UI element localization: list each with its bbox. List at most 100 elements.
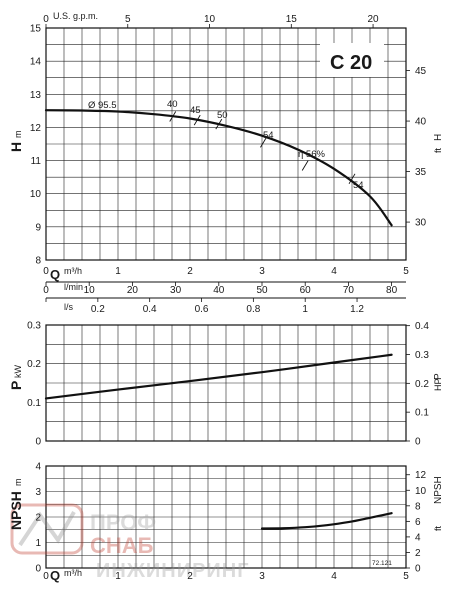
npsh-chart: ПРОФ СНАБ ИНЖИНИРИНГ NPSH m NPSH ft Q m³… [8, 462, 444, 584]
power-curve-line [44, 353, 393, 400]
watermark-line-3: ИНЖИНИРИНГ [96, 560, 250, 582]
top-axis-label: U.S. g.p.m. [53, 11, 98, 21]
chart-title: C 20 [330, 52, 372, 74]
ls-tick-label: 1.2 [350, 304, 364, 315]
flow-tick-label: 0 [43, 266, 49, 277]
npsh-flow-tick-label: 3 [259, 571, 265, 582]
flow-axis-unit: m³/h [64, 266, 82, 276]
lmin-tick-label: 0 [43, 285, 49, 296]
efficiency-marker [215, 118, 223, 130]
watermark-line-1: ПРОФ [90, 510, 156, 535]
annotation-eff-54-right: 54 [353, 180, 364, 191]
head-ft-tick-label: 35 [415, 167, 427, 178]
lmin-tick-label: 10 [84, 285, 96, 296]
npsh-axis-unit: m [13, 479, 23, 487]
annotation-eff-45: 45 [190, 105, 201, 116]
head-tick-label: 10 [30, 189, 42, 200]
power-hp-tick-label: 0.1 [415, 408, 429, 419]
head-tick-label: 9 [35, 222, 41, 233]
head-chart-frame [45, 27, 407, 261]
flow-axes: Q m³/h l/min l/s 0 1 2 3 4 50 10 20 30 40 50 60 70 80… [43, 266, 409, 315]
annotation-impeller-diameter: Ø 95.5 [88, 100, 117, 111]
npsh-ft-tick-label: 10 [415, 486, 427, 497]
npsh-ft-tick-label: 12 [415, 470, 427, 481]
npsh-tick-label: 1 [35, 538, 41, 549]
lmin-tick-label: 20 [127, 285, 139, 296]
lmin-tick-label: 60 [300, 285, 312, 296]
head-tick-label: 15 [30, 24, 42, 35]
npsh-ft-tick-label: 8 [415, 501, 421, 512]
gpm-tick-label: 10 [204, 14, 216, 25]
footer-code: 72.121 [372, 560, 392, 567]
efficiency-marker [169, 111, 177, 122]
npsh-ft-axis-label: NPSH [433, 476, 444, 504]
power-tick-label: 0 [35, 437, 41, 448]
head-tick-label: 12 [30, 123, 42, 134]
efficiency-marker [193, 114, 201, 126]
head-curve-line [44, 109, 393, 227]
power-hp-tick-label: 0.2 [415, 379, 429, 390]
head-axis-label: H [8, 142, 24, 152]
head-ft-tick-label: 40 [415, 117, 427, 128]
efficiency-marker [260, 137, 267, 148]
head-ft-tick-label: 30 [415, 218, 427, 229]
npsh-flow-axis-unit: m³/h [64, 568, 82, 578]
npsh-flow-tick-label: 4 [331, 571, 337, 582]
flow-tick-label: 2 [187, 266, 193, 277]
npsh-flow-tick-label: 5 [403, 571, 409, 582]
head-ft-tick-label: 45 [415, 66, 427, 77]
head-tick-label: 13 [30, 90, 42, 101]
gpm-tick-label: 15 [286, 14, 298, 25]
head-tick-label: 14 [30, 57, 42, 68]
npsh-ft-tick-label: 4 [415, 532, 421, 543]
npsh-flow-tick-label: 2 [187, 571, 193, 582]
lmin-tick-label: 30 [170, 285, 182, 296]
head-chart: Ø 95.5 40 45 50 54 η 56% 54 C 20 H m H f… [8, 11, 444, 267]
lmin-tick-label: 40 [213, 285, 225, 296]
power-axis-unit: kW [13, 365, 23, 379]
ls-axis-label: l/s [64, 302, 74, 312]
head-ft-axis-unit: ft [433, 147, 443, 153]
chart-title-box [320, 43, 384, 77]
ls-tick-label: 1 [302, 304, 308, 315]
power-hp-tick-label: 0.3 [415, 350, 429, 361]
head-axis-unit: m [13, 131, 23, 139]
annotation-eff-50: 50 [217, 110, 228, 121]
flow-tick-label: 3 [259, 266, 265, 277]
power-tick-label: 0.3 [27, 321, 41, 332]
power-hp-tick-label: 0.4 [415, 321, 429, 332]
watermark-line-2: СНАБ [90, 533, 154, 558]
npsh-tick-label: 4 [35, 462, 41, 473]
head-tick-label: 8 [35, 256, 41, 267]
gpm-tick-label: 5 [125, 14, 131, 25]
ls-tick-label: 0.6 [195, 304, 209, 315]
npsh-curve-line [260, 512, 393, 530]
flow-axis-label: Q [50, 267, 60, 282]
power-axis-label: P [8, 381, 24, 390]
annotation-eff-54-left: 54 [263, 130, 274, 141]
power-hp-tick-label: 0 [415, 437, 421, 448]
ls-tick-label: 0.4 [143, 304, 157, 315]
ls-tick-label: 0.8 [246, 304, 260, 315]
npsh-tick-label: 2 [35, 513, 41, 524]
flow-tick-label: 1 [115, 266, 121, 277]
npsh-tick-label: 0 [35, 564, 41, 575]
npsh-flow-tick-label: 0 [43, 571, 49, 582]
npsh-ft-tick-label: 0 [415, 564, 421, 575]
flow-tick-label: 4 [331, 266, 337, 277]
npsh-ft-tick-label: 6 [415, 517, 421, 528]
npsh-chart-frame [45, 465, 407, 569]
efficiency-marker [348, 173, 356, 185]
watermark-logo: ПРОФ СНАБ ИНЖИНИРИНГ [10, 503, 250, 582]
gpm-tick-label: 20 [367, 14, 379, 25]
power-tick-label: 0.2 [27, 359, 41, 370]
power-hp-axis-label: P [433, 373, 444, 380]
head-tick-label: 11 [31, 156, 42, 167]
lmin-tick-label: 70 [343, 285, 355, 296]
power-chart: P kW P HP 0 0.1 0.2 0.3 0 0.1 0.2 0.3 0.4 [8, 321, 444, 448]
npsh-axis-label: NPSH [8, 491, 24, 530]
annotation-eff-40: 40 [167, 99, 178, 110]
npsh-ft-axis-unit: ft [433, 525, 443, 531]
lmin-tick-label: 80 [386, 285, 398, 296]
